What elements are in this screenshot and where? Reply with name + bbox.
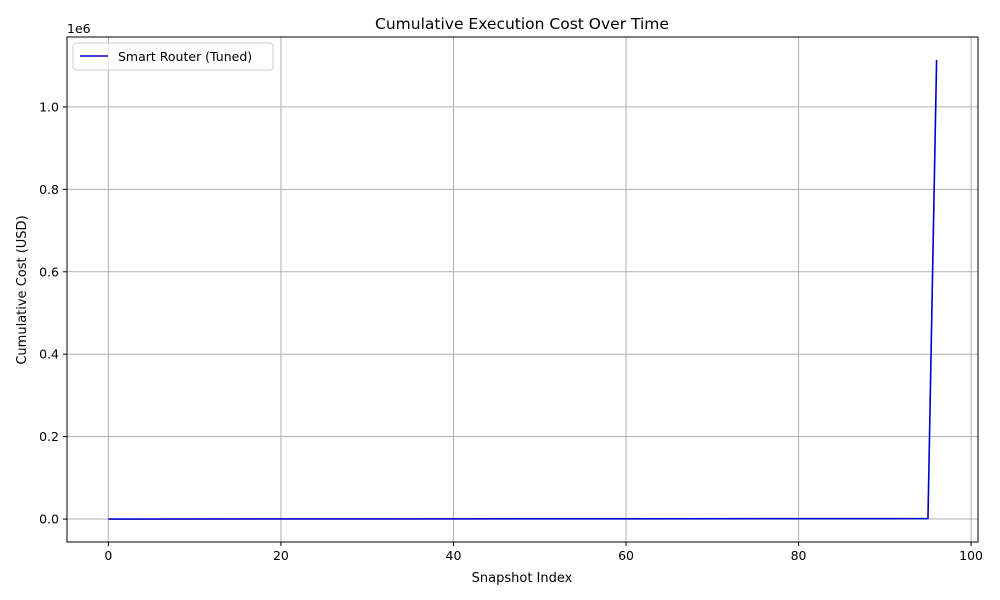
ticks: 0 20 40 60 80 100 0.0 0.2 0.4 0.6 0.8 1.0	[39, 99, 983, 563]
y-tick-label: 0.2	[39, 429, 59, 444]
y-tick-label: 0.8	[39, 182, 59, 197]
y-axis-label: Cumulative Cost (USD)	[15, 215, 30, 364]
legend-box	[72, 42, 274, 71]
series-lines	[108, 59, 938, 520]
x-tick-label: 0	[104, 548, 112, 563]
x-axis-label: Snapshot Index	[472, 571, 573, 586]
y-tick-label: 1.0	[39, 99, 59, 114]
plot-frame	[66, 36, 979, 543]
y-tick-label: 0.0	[39, 512, 59, 527]
x-tick-label: 60	[618, 548, 634, 563]
legend: Smart Router (Tuned)	[72, 42, 274, 71]
x-tick-label: 100	[959, 548, 983, 563]
chart-title: Cumulative Execution Cost Over Time	[375, 15, 669, 33]
y-axis-offset-text: 1e6	[67, 21, 91, 36]
y-tick-label: 0.6	[39, 264, 59, 279]
x-tick-label: 80	[791, 548, 807, 563]
y-tick-label: 0.4	[39, 347, 59, 362]
series-line-0	[108, 59, 938, 520]
legend-label-smart-router: Smart Router (Tuned)	[118, 49, 252, 64]
x-tick-label: 20	[273, 548, 289, 563]
x-tick-label: 40	[446, 548, 462, 563]
